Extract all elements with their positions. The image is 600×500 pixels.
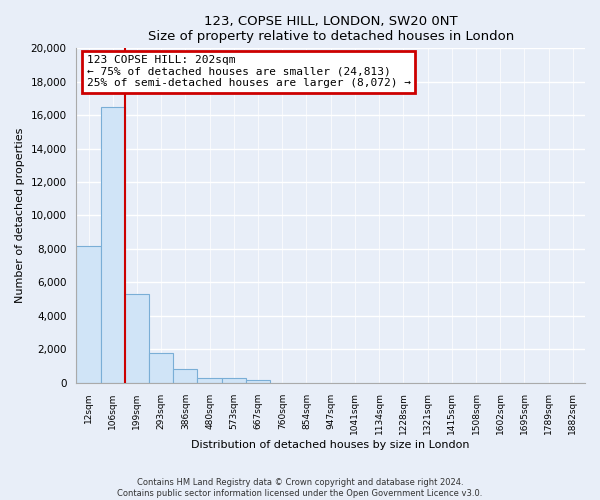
Bar: [149, 352, 173, 382]
Bar: [173, 369, 197, 382]
Title: 123, COPSE HILL, LONDON, SW20 0NT
Size of property relative to detached houses i: 123, COPSE HILL, LONDON, SW20 0NT Size o…: [148, 15, 514, 43]
Bar: [246, 380, 270, 382]
Bar: [76, 246, 101, 382]
X-axis label: Distribution of detached houses by size in London: Distribution of detached houses by size …: [191, 440, 470, 450]
Text: Contains HM Land Registry data © Crown copyright and database right 2024.
Contai: Contains HM Land Registry data © Crown c…: [118, 478, 482, 498]
Bar: [197, 378, 222, 382]
Text: 123 COPSE HILL: 202sqm
← 75% of detached houses are smaller (24,813)
25% of semi: 123 COPSE HILL: 202sqm ← 75% of detached…: [86, 55, 410, 88]
Bar: [125, 294, 149, 382]
Bar: [101, 107, 125, 382]
Y-axis label: Number of detached properties: Number of detached properties: [15, 128, 25, 303]
Bar: [222, 378, 246, 382]
